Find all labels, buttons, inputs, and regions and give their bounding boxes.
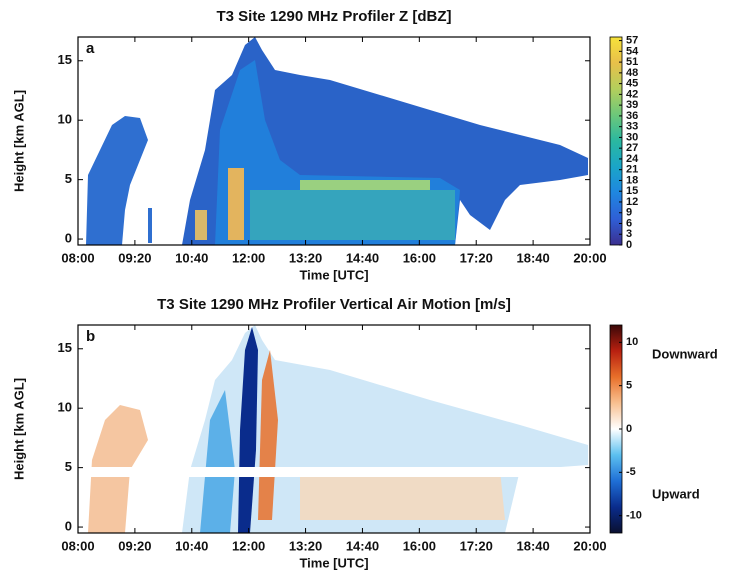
colorbar-tick-label: 6 xyxy=(626,217,632,229)
colorbar-tick-label: 24 xyxy=(626,153,639,165)
y-tick-label: 15 xyxy=(58,52,72,67)
y-axis-label: Height [km AGL] xyxy=(11,378,26,480)
x-tick-label: 08:00 xyxy=(61,250,94,265)
x-tick-label: 10:40 xyxy=(175,250,208,265)
x-tick-label: 18:40 xyxy=(516,250,549,265)
y-tick-label: 0 xyxy=(65,518,72,533)
colorbar-tick-label: 12 xyxy=(626,196,638,208)
x-tick-label: 09:20 xyxy=(118,250,151,265)
colorbar-tick-label: 27 xyxy=(626,142,638,154)
colorbar-tick-label: 54 xyxy=(626,45,639,57)
colorbar-tick-label: -5 xyxy=(626,466,636,478)
colorbar-tick-label: 30 xyxy=(626,131,638,143)
x-axis-label: Time [UTC] xyxy=(299,555,368,570)
x-tick-label: 08:00 xyxy=(61,538,94,553)
colorbar-tick-label: 45 xyxy=(626,78,638,90)
x-tick-label: 20:00 xyxy=(573,538,606,553)
colorbar-tick-label: 15 xyxy=(626,185,638,197)
x-tick-label: 16:00 xyxy=(403,250,436,265)
colorbar-tick-label: 21 xyxy=(626,164,638,176)
colorbar-tick-label: 10 xyxy=(626,336,638,348)
colorbar-tick-label: 51 xyxy=(626,56,638,68)
plot-frame xyxy=(77,36,591,246)
panel-label: a xyxy=(86,40,95,57)
y-tick-label: 10 xyxy=(58,400,72,415)
colorbar-tick-label: 57 xyxy=(626,34,638,46)
colorbar-tick-label: 33 xyxy=(626,121,638,133)
x-axis-label: Time [UTC] xyxy=(299,267,368,282)
colorbar-tick-label: 3 xyxy=(626,228,632,240)
colorbar-tick-label: -10 xyxy=(626,510,642,522)
x-tick-label: 18:40 xyxy=(516,538,549,553)
x-tick-label: 16:00 xyxy=(403,538,436,553)
y-axis-label: Height [km AGL] xyxy=(11,90,26,192)
x-tick-label: 09:20 xyxy=(118,538,151,553)
y-tick-label: 15 xyxy=(58,340,72,355)
x-tick-label: 20:00 xyxy=(573,250,606,265)
x-tick-label: 10:40 xyxy=(175,538,208,553)
colorbar-tick-label: 48 xyxy=(626,67,638,79)
colorbar-tick-label: 0 xyxy=(626,239,632,251)
y-tick-label: 10 xyxy=(58,112,72,127)
y-tick-label: 5 xyxy=(65,459,72,474)
colorbar-tick-label: 5 xyxy=(626,380,632,392)
x-tick-label: 14:40 xyxy=(346,538,379,553)
x-tick-label: 12:00 xyxy=(232,250,265,265)
x-tick-label: 17:20 xyxy=(460,250,493,265)
colorbar-tick-label: 42 xyxy=(626,88,638,100)
reflectivity-field xyxy=(86,37,588,245)
x-tick-label: 12:00 xyxy=(232,538,265,553)
panel-label: b xyxy=(86,328,95,345)
x-tick-label: 13:20 xyxy=(289,250,322,265)
annotation: Upward xyxy=(652,486,700,501)
x-tick-label: 13:20 xyxy=(289,538,322,553)
colorbar-tick-label: 0 xyxy=(626,423,632,435)
y-tick-label: 5 xyxy=(65,171,72,186)
colorbar-tick-label: 39 xyxy=(626,99,638,111)
colorbar-tick-label: 9 xyxy=(626,207,632,219)
annotation: Downward xyxy=(652,346,718,361)
chart-title: T3 Site 1290 MHz Profiler Vertical Air M… xyxy=(157,296,511,313)
colorbar-tick-label: 36 xyxy=(626,110,638,122)
plot-frame xyxy=(77,324,591,534)
colorbar-tick-label: 18 xyxy=(626,174,638,186)
vertical-motion-field xyxy=(78,325,590,533)
x-tick-label: 14:40 xyxy=(346,250,379,265)
colorbar xyxy=(609,36,623,246)
y-tick-label: 0 xyxy=(65,230,72,245)
chart-title: T3 Site 1290 MHz Profiler Z [dBZ] xyxy=(216,8,451,25)
x-tick-label: 17:20 xyxy=(460,538,493,553)
